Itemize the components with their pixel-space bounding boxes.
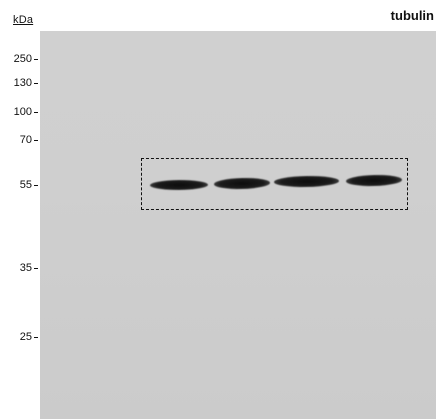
marker-label: 130 <box>13 77 32 89</box>
marker-70: 70 <box>20 134 38 146</box>
marker-100: 100 <box>14 106 38 118</box>
target-protein-label: tubulin <box>390 8 434 23</box>
marker-label: 100 <box>13 106 32 118</box>
marker-label: 35 <box>19 262 32 274</box>
marker-tick <box>34 58 38 60</box>
marker-55: 55 <box>20 179 38 191</box>
marker-label: 25 <box>19 331 32 343</box>
marker-label: 70 <box>19 134 32 146</box>
marker-tick <box>34 336 38 338</box>
marker-tick <box>34 139 38 141</box>
marker-label: 250 <box>13 53 32 65</box>
marker-130: 130 <box>14 77 38 89</box>
marker-250: 250 <box>14 53 38 65</box>
marker-35: 35 <box>20 262 38 274</box>
blot-membrane <box>40 31 436 419</box>
marker-tick <box>34 267 38 269</box>
marker-25: 25 <box>20 331 38 343</box>
unit-label: kDa <box>13 14 34 26</box>
band-highlight-box <box>141 158 408 210</box>
marker-tick <box>34 82 38 84</box>
marker-label: 55 <box>19 179 32 191</box>
marker-tick <box>34 111 38 113</box>
marker-tick <box>34 184 38 186</box>
